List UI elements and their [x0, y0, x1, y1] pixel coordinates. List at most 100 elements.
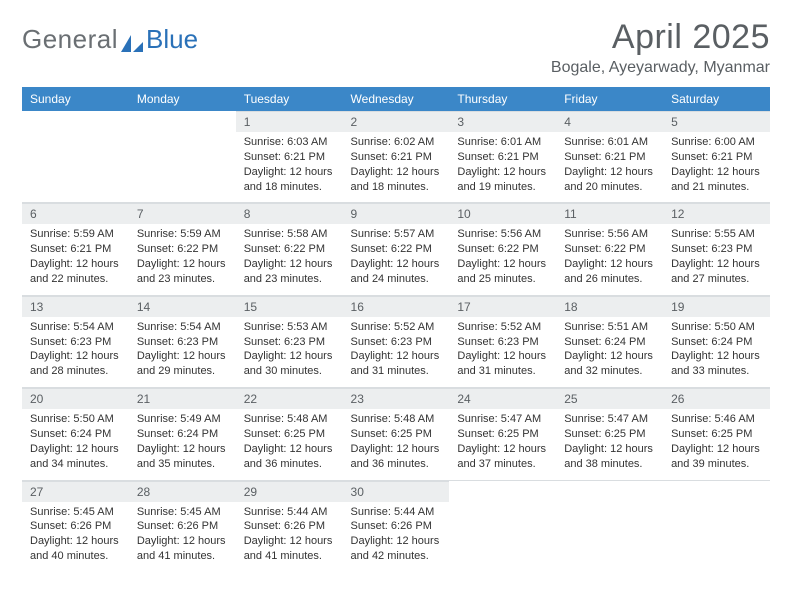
brand-logo: General Blue [22, 18, 198, 55]
day-number: 7 [129, 203, 236, 224]
daylight-line: Daylight: 12 hours and 34 minutes. [30, 442, 121, 472]
sunset-line: Sunset: 6:22 PM [244, 242, 335, 257]
daylight-line: Daylight: 12 hours and 40 minutes. [30, 534, 121, 564]
weekday-header: Wednesday [343, 87, 450, 111]
calendar-cell: 25Sunrise: 5:47 AMSunset: 6:25 PMDayligh… [556, 388, 663, 480]
day-body: Sunrise: 5:48 AMSunset: 6:25 PMDaylight:… [343, 409, 450, 479]
sunrise-line: Sunrise: 5:50 AM [671, 320, 762, 335]
sunrise-line: Sunrise: 5:59 AM [137, 227, 228, 242]
daylight-line: Daylight: 12 hours and 18 minutes. [244, 165, 335, 195]
day-number: 17 [449, 296, 556, 317]
day-number: 18 [556, 296, 663, 317]
day-body: Sunrise: 5:54 AMSunset: 6:23 PMDaylight:… [22, 317, 129, 387]
calendar-cell: 12Sunrise: 5:55 AMSunset: 6:23 PMDayligh… [663, 203, 770, 295]
calendar-cell: 7Sunrise: 5:59 AMSunset: 6:22 PMDaylight… [129, 203, 236, 295]
day-number: 23 [343, 388, 450, 409]
daylight-line: Daylight: 12 hours and 21 minutes. [671, 165, 762, 195]
day-number: 25 [556, 388, 663, 409]
day-number: 30 [343, 481, 450, 502]
sunset-line: Sunset: 6:23 PM [457, 335, 548, 350]
daylight-line: Daylight: 12 hours and 31 minutes. [351, 349, 442, 379]
calendar-cell: 18Sunrise: 5:51 AMSunset: 6:24 PMDayligh… [556, 295, 663, 387]
day-number: 28 [129, 481, 236, 502]
day-body: Sunrise: 5:47 AMSunset: 6:25 PMDaylight:… [449, 409, 556, 479]
calendar-cell: 29Sunrise: 5:44 AMSunset: 6:26 PMDayligh… [236, 480, 343, 572]
daylight-line: Daylight: 12 hours and 33 minutes. [671, 349, 762, 379]
day-number: 2 [343, 111, 450, 132]
calendar-week: 6Sunrise: 5:59 AMSunset: 6:21 PMDaylight… [22, 203, 770, 295]
daylight-line: Daylight: 12 hours and 26 minutes. [564, 257, 655, 287]
daylight-line: Daylight: 12 hours and 18 minutes. [351, 165, 442, 195]
calendar-week: 27Sunrise: 5:45 AMSunset: 6:26 PMDayligh… [22, 480, 770, 572]
day-number: 20 [22, 388, 129, 409]
sunset-line: Sunset: 6:24 PM [564, 335, 655, 350]
day-number: 22 [236, 388, 343, 409]
daylight-line: Daylight: 12 hours and 20 minutes. [564, 165, 655, 195]
header: General Blue April 2025 Bogale, Ayeyarwa… [22, 18, 770, 77]
sunrise-line: Sunrise: 5:56 AM [564, 227, 655, 242]
day-body: Sunrise: 5:44 AMSunset: 6:26 PMDaylight:… [343, 502, 450, 572]
daylight-line: Daylight: 12 hours and 29 minutes. [137, 349, 228, 379]
day-number: 6 [22, 203, 129, 224]
sunrise-line: Sunrise: 5:46 AM [671, 412, 762, 427]
day-body: Sunrise: 5:52 AMSunset: 6:23 PMDaylight:… [449, 317, 556, 387]
day-body: Sunrise: 5:50 AMSunset: 6:24 PMDaylight:… [663, 317, 770, 387]
calendar-cell: 6Sunrise: 5:59 AMSunset: 6:21 PMDaylight… [22, 203, 129, 295]
calendar-cell: 9Sunrise: 5:57 AMSunset: 6:22 PMDaylight… [343, 203, 450, 295]
sunset-line: Sunset: 6:25 PM [457, 427, 548, 442]
sunrise-line: Sunrise: 5:54 AM [137, 320, 228, 335]
day-number: 16 [343, 296, 450, 317]
title-block: April 2025 Bogale, Ayeyarwady, Myanmar [551, 18, 770, 77]
sunrise-line: Sunrise: 6:01 AM [457, 135, 548, 150]
calendar-cell: 10Sunrise: 5:56 AMSunset: 6:22 PMDayligh… [449, 203, 556, 295]
daylight-line: Daylight: 12 hours and 23 minutes. [244, 257, 335, 287]
day-number: 12 [663, 203, 770, 224]
calendar-cell: 19Sunrise: 5:50 AMSunset: 6:24 PMDayligh… [663, 295, 770, 387]
calendar-cell: 21Sunrise: 5:49 AMSunset: 6:24 PMDayligh… [129, 388, 236, 480]
calendar-cell [449, 480, 556, 572]
calendar-cell: 17Sunrise: 5:52 AMSunset: 6:23 PMDayligh… [449, 295, 556, 387]
sunset-line: Sunset: 6:25 PM [351, 427, 442, 442]
calendar-cell: 24Sunrise: 5:47 AMSunset: 6:25 PMDayligh… [449, 388, 556, 480]
sunset-line: Sunset: 6:24 PM [671, 335, 762, 350]
location: Bogale, Ayeyarwady, Myanmar [551, 59, 770, 77]
sunrise-line: Sunrise: 5:47 AM [564, 412, 655, 427]
calendar-cell: 23Sunrise: 5:48 AMSunset: 6:25 PMDayligh… [343, 388, 450, 480]
daylight-line: Daylight: 12 hours and 36 minutes. [351, 442, 442, 472]
sunrise-line: Sunrise: 6:03 AM [244, 135, 335, 150]
daylight-line: Daylight: 12 hours and 36 minutes. [244, 442, 335, 472]
sunset-line: Sunset: 6:23 PM [351, 335, 442, 350]
calendar-cell: 3Sunrise: 6:01 AMSunset: 6:21 PMDaylight… [449, 111, 556, 203]
sunrise-line: Sunrise: 5:47 AM [457, 412, 548, 427]
sunset-line: Sunset: 6:22 PM [351, 242, 442, 257]
sunset-line: Sunset: 6:25 PM [244, 427, 335, 442]
sunset-line: Sunset: 6:23 PM [671, 242, 762, 257]
day-number: 14 [129, 296, 236, 317]
sunrise-line: Sunrise: 5:48 AM [244, 412, 335, 427]
weekday-header: Sunday [22, 87, 129, 111]
day-body: Sunrise: 5:47 AMSunset: 6:25 PMDaylight:… [556, 409, 663, 479]
calendar-cell: 27Sunrise: 5:45 AMSunset: 6:26 PMDayligh… [22, 480, 129, 572]
calendar-week: 1Sunrise: 6:03 AMSunset: 6:21 PMDaylight… [22, 111, 770, 203]
day-body: Sunrise: 5:56 AMSunset: 6:22 PMDaylight:… [449, 224, 556, 294]
day-body: Sunrise: 5:45 AMSunset: 6:26 PMDaylight:… [129, 502, 236, 572]
sunset-line: Sunset: 6:21 PM [457, 150, 548, 165]
day-body: Sunrise: 6:03 AMSunset: 6:21 PMDaylight:… [236, 132, 343, 202]
month-title: April 2025 [551, 18, 770, 57]
calendar-cell: 2Sunrise: 6:02 AMSunset: 6:21 PMDaylight… [343, 111, 450, 203]
calendar-cell: 13Sunrise: 5:54 AMSunset: 6:23 PMDayligh… [22, 295, 129, 387]
daylight-line: Daylight: 12 hours and 22 minutes. [30, 257, 121, 287]
calendar-cell [556, 480, 663, 572]
weekday-row: SundayMondayTuesdayWednesdayThursdayFrid… [22, 87, 770, 111]
daylight-line: Daylight: 12 hours and 37 minutes. [457, 442, 548, 472]
sunset-line: Sunset: 6:23 PM [244, 335, 335, 350]
day-number: 26 [663, 388, 770, 409]
calendar-body: 1Sunrise: 6:03 AMSunset: 6:21 PMDaylight… [22, 111, 770, 572]
sunrise-line: Sunrise: 5:45 AM [137, 505, 228, 520]
sunset-line: Sunset: 6:26 PM [137, 519, 228, 534]
day-number: 10 [449, 203, 556, 224]
calendar-cell: 26Sunrise: 5:46 AMSunset: 6:25 PMDayligh… [663, 388, 770, 480]
calendar-cell [129, 111, 236, 203]
sunrise-line: Sunrise: 5:51 AM [564, 320, 655, 335]
sunrise-line: Sunrise: 5:44 AM [351, 505, 442, 520]
